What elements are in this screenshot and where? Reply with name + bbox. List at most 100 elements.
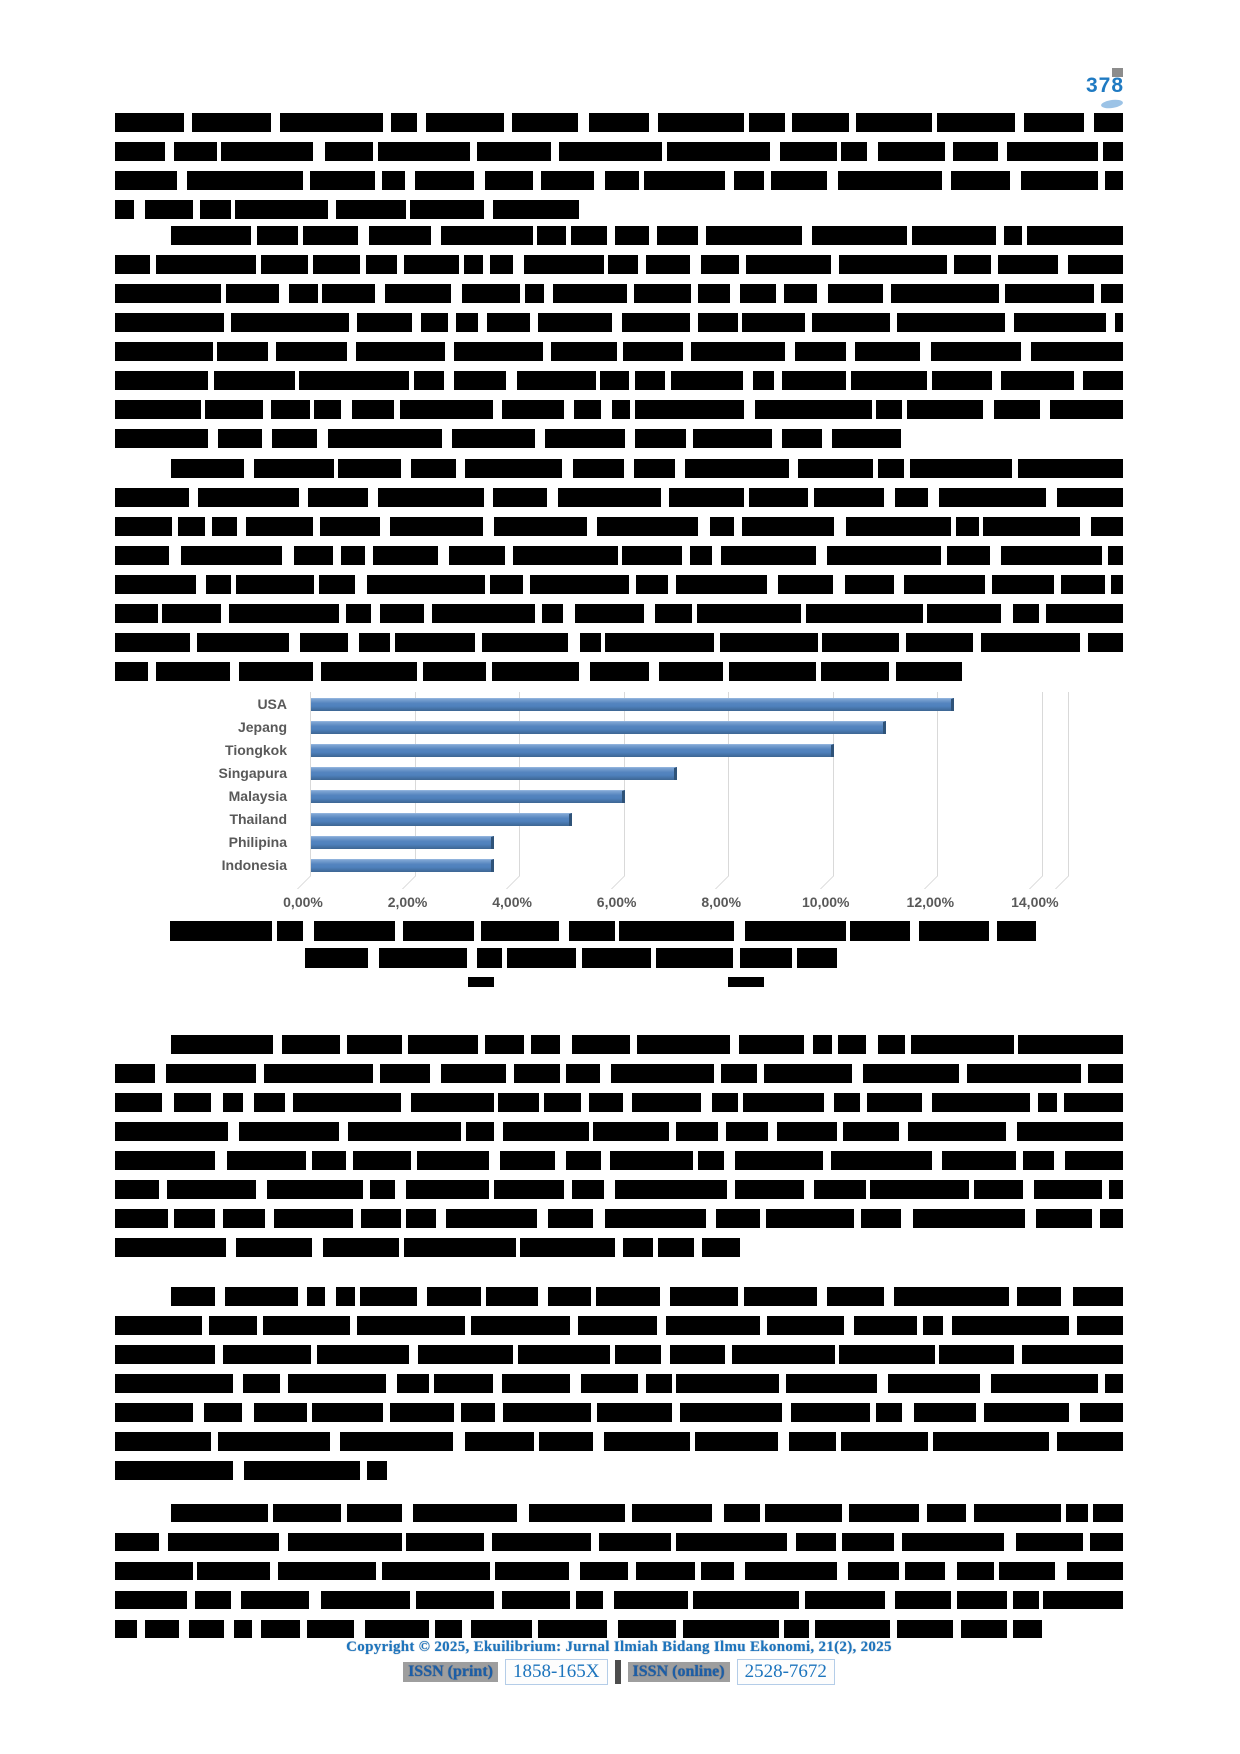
redaction-bar bbox=[491, 1533, 592, 1551]
redaction-bar bbox=[1017, 1287, 1062, 1306]
redaction-bar bbox=[174, 1093, 212, 1112]
redaction-bar bbox=[571, 226, 608, 245]
redaction-bar bbox=[635, 371, 666, 390]
redaction-bar bbox=[939, 488, 1047, 507]
redaction-bar bbox=[931, 371, 993, 390]
redaction-bar bbox=[588, 1093, 624, 1112]
redaction-bar bbox=[740, 284, 777, 303]
redaction-bar bbox=[745, 921, 847, 941]
redacted-text-line bbox=[115, 1345, 1123, 1364]
redaction-bar bbox=[580, 1374, 639, 1393]
redaction-bar bbox=[784, 1620, 809, 1638]
redaction-bar bbox=[906, 633, 974, 652]
redaction-bar bbox=[313, 921, 396, 941]
redaction-bar bbox=[115, 1122, 228, 1141]
redaction-bar bbox=[669, 1345, 726, 1364]
redaction-bar bbox=[174, 1209, 216, 1228]
redaction-bar bbox=[145, 1620, 180, 1638]
redaction-bar bbox=[1026, 226, 1123, 245]
redacted-text-line bbox=[115, 633, 1123, 652]
redaction-bar bbox=[404, 1238, 516, 1257]
redaction-bar bbox=[845, 517, 952, 536]
redaction-bar bbox=[877, 1035, 906, 1054]
redaction-bar bbox=[710, 517, 734, 536]
redaction-bar bbox=[440, 1064, 507, 1083]
redaction-bar bbox=[266, 1180, 364, 1199]
redaction-bar bbox=[432, 604, 536, 623]
redaction-bar bbox=[1088, 1064, 1123, 1083]
redaction-bar bbox=[608, 255, 638, 274]
redaction-bar bbox=[278, 1562, 376, 1580]
redaction-bar bbox=[529, 575, 630, 594]
redacted-text-line bbox=[115, 1432, 1123, 1451]
redacted-text-line bbox=[115, 284, 1123, 303]
redaction-bar bbox=[395, 633, 476, 652]
redaction-bar bbox=[500, 1151, 556, 1170]
redaction-bar bbox=[156, 255, 256, 274]
redaction-bar bbox=[764, 1504, 842, 1522]
redaction-bar bbox=[218, 1432, 330, 1451]
redaction-bar bbox=[720, 546, 816, 565]
redaction-bar bbox=[490, 255, 514, 274]
redaction-bar bbox=[470, 1620, 533, 1638]
redaction-bar bbox=[495, 1562, 570, 1580]
redaction-bar bbox=[781, 429, 823, 448]
chart-x-tick-label: 4,00% bbox=[492, 894, 532, 910]
redaction-bar bbox=[635, 575, 668, 594]
redaction-bar bbox=[197, 488, 299, 507]
redaction-bar bbox=[636, 1562, 696, 1580]
redaction-bar bbox=[236, 575, 315, 594]
redaction-bar bbox=[351, 400, 395, 419]
redaction-bar bbox=[693, 1591, 800, 1609]
redaction-bar bbox=[1013, 1591, 1040, 1609]
redaction-bar bbox=[328, 429, 442, 448]
redaction-bar bbox=[632, 1504, 712, 1522]
redaction-bar bbox=[876, 1403, 903, 1422]
redaction-bar bbox=[115, 171, 178, 190]
redaction-bar bbox=[937, 113, 1016, 132]
redaction-bar bbox=[1101, 284, 1123, 303]
redaction-bar bbox=[274, 1209, 353, 1228]
redaction-bar bbox=[279, 113, 383, 132]
redaction-bar bbox=[1057, 488, 1123, 507]
redaction-bar bbox=[382, 1562, 490, 1580]
redaction-bar bbox=[590, 662, 649, 681]
redaction-bar bbox=[712, 1093, 738, 1112]
redaction-bar bbox=[791, 1403, 871, 1422]
redaction-bar bbox=[666, 142, 770, 161]
redaction-bar bbox=[434, 1620, 462, 1638]
redaction-bar bbox=[115, 284, 221, 303]
redaction-bar bbox=[930, 342, 1021, 361]
redaction-bar bbox=[171, 1504, 268, 1522]
redaction-bar bbox=[633, 284, 692, 303]
redaction-bar bbox=[1104, 1374, 1123, 1393]
redaction-bar bbox=[1089, 1533, 1123, 1551]
redaction-bar bbox=[541, 171, 594, 190]
redaction-bar bbox=[1000, 546, 1103, 565]
chart-x-tick-label: 10,00% bbox=[802, 894, 850, 910]
chart-x-tick-label: 0,00% bbox=[283, 894, 323, 910]
redaction-bar bbox=[321, 1591, 410, 1609]
redaction-bar bbox=[456, 313, 479, 332]
redaction-bar bbox=[911, 226, 997, 245]
redaction-bar bbox=[827, 1287, 884, 1306]
redaction-bar bbox=[907, 1122, 1006, 1141]
redaction-bar bbox=[221, 142, 314, 161]
redaction-bar bbox=[243, 1461, 360, 1480]
redaction-bar bbox=[340, 546, 366, 565]
redaction-bar bbox=[974, 1504, 1061, 1522]
redaction-bar bbox=[996, 921, 1036, 941]
redacted-text-line bbox=[115, 1209, 1123, 1228]
redacted-text-line bbox=[115, 1374, 1123, 1393]
redaction-bar bbox=[731, 1345, 835, 1364]
redaction-bar bbox=[501, 400, 564, 419]
redaction-bar bbox=[311, 1403, 384, 1422]
redacted-text-line bbox=[115, 662, 962, 681]
redaction-bar bbox=[186, 171, 303, 190]
redaction-bar bbox=[503, 1122, 589, 1141]
redaction-bar bbox=[339, 1432, 454, 1451]
redaction-bar bbox=[1114, 313, 1123, 332]
redaction-bar bbox=[370, 1180, 396, 1199]
redaction-bar bbox=[689, 546, 713, 565]
